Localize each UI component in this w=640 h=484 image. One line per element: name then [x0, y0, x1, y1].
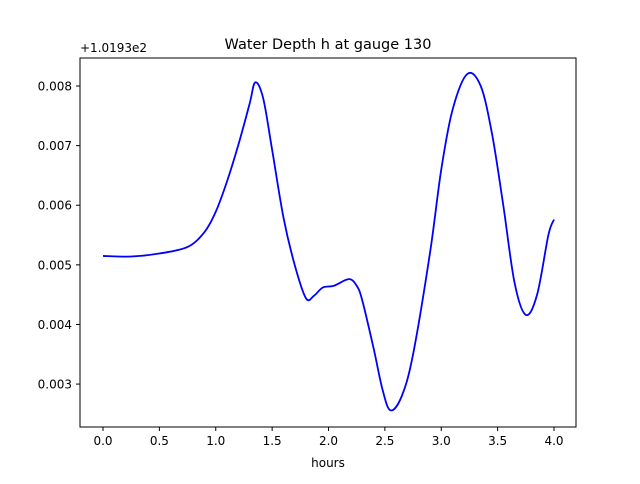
y-offset-label: +1.0193e2	[80, 41, 147, 55]
y-tick-label: 0.005	[38, 258, 72, 272]
x-tick-label: 1.0	[206, 434, 225, 448]
x-tick-label: 3.5	[488, 434, 507, 448]
plot-frame	[79, 57, 577, 428]
y-tick-label: 0.007	[38, 139, 72, 153]
x-tick-label: 2.0	[319, 434, 338, 448]
y-tick-label: 0.004	[38, 318, 72, 332]
x-axis-label: hours	[311, 456, 345, 470]
x-tick-label: 0.0	[93, 434, 112, 448]
y-tick-label: 0.006	[38, 199, 72, 213]
x-tick-label: 4.0	[544, 434, 563, 448]
x-tick-label: 0.5	[150, 434, 169, 448]
x-tick-label: 1.5	[263, 434, 282, 448]
x-tick-label: 2.5	[375, 434, 394, 448]
y-tick-label: 0.008	[38, 80, 72, 94]
chart-title: Water Depth h at gauge 130	[225, 37, 432, 53]
axis-ticks: 0.0 0.5 1.0 1.5 2.0 2.5 3.0 3.5 4.0 0.003 0.004 0.0…	[38, 80, 564, 448]
x-tick-label: 3.0	[432, 434, 451, 448]
series-line-h	[102, 71, 555, 412]
y-tick-label: 0.003	[38, 378, 72, 392]
